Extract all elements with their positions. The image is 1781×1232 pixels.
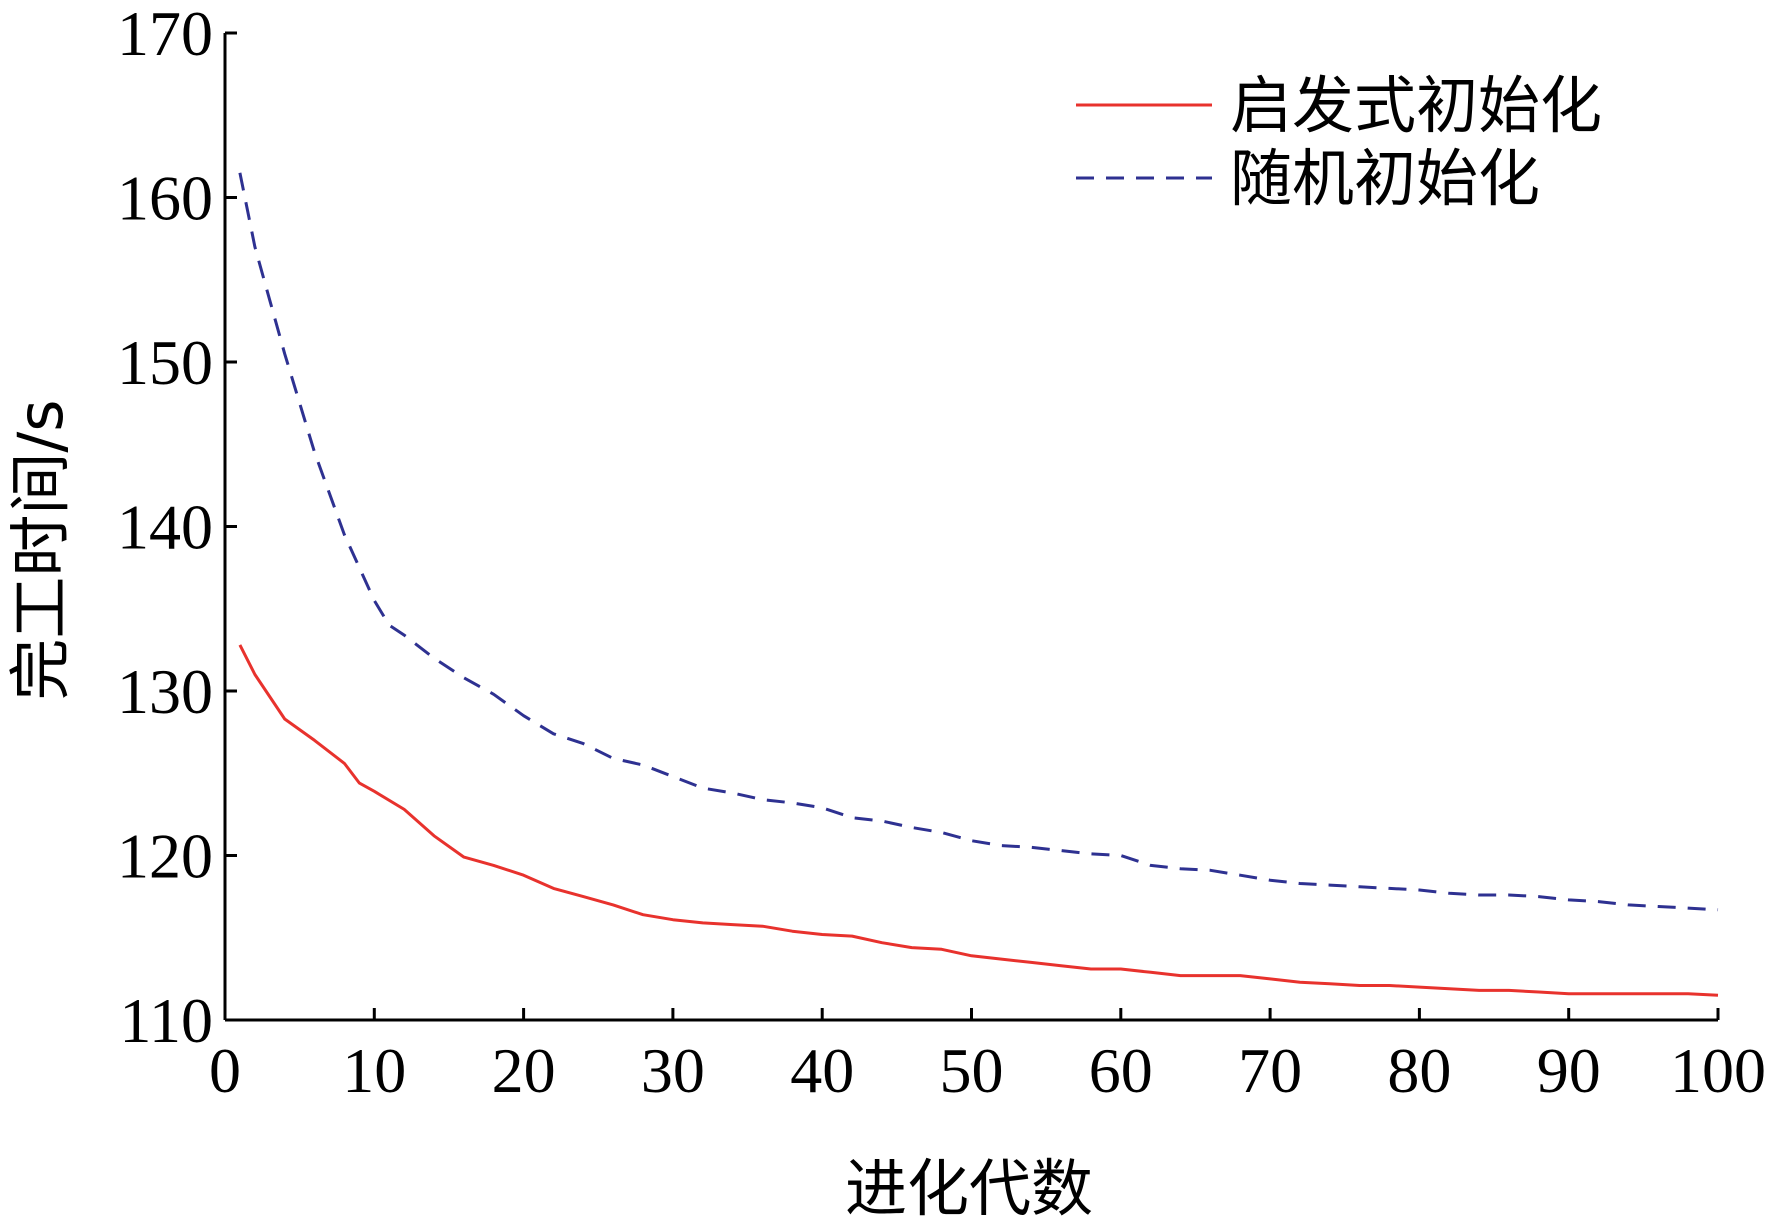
legend: 启发式初始化 随机初始化 bbox=[1076, 69, 1602, 215]
legend-label-random-init: 随机初始化 bbox=[1230, 142, 1540, 215]
x-tick-label: 10 bbox=[342, 1035, 406, 1106]
axes: 0 10 20 30 40 50 60 70 80 90 100 110 120 130 140 150 160… bbox=[117, 0, 1766, 1106]
y-tick-label: 130 bbox=[117, 656, 213, 727]
x-tick-label: 80 bbox=[1387, 1035, 1451, 1106]
y-tick-label: 160 bbox=[117, 163, 213, 234]
x-tick-label: 90 bbox=[1537, 1035, 1601, 1106]
x-tick-label: 60 bbox=[1089, 1035, 1153, 1106]
x-tick-label: 100 bbox=[1670, 1035, 1766, 1106]
series-line-heuristic-init bbox=[238, 644, 1719, 997]
x-tick-label: 20 bbox=[492, 1035, 556, 1106]
x-tick-label: 50 bbox=[940, 1035, 1004, 1106]
legend-label-heuristic-init: 启发式初始化 bbox=[1230, 69, 1602, 142]
y-tick-label: 150 bbox=[117, 327, 213, 398]
series-layer bbox=[238, 172, 1719, 997]
x-axis-title: 进化代数 bbox=[845, 1152, 1093, 1225]
y-tick-label: 170 bbox=[117, 0, 213, 69]
x-tick-label: 30 bbox=[641, 1035, 705, 1106]
y-tick-label: 120 bbox=[117, 821, 213, 892]
x-tick-label: 40 bbox=[790, 1035, 854, 1106]
y-axis-title: 完工时间/s bbox=[4, 399, 77, 700]
x-tick-label: 0 bbox=[209, 1035, 241, 1106]
y-tick-label: 110 bbox=[119, 985, 213, 1056]
y-tick-label: 140 bbox=[117, 492, 213, 563]
series-line-random-init bbox=[238, 172, 1719, 912]
x-tick-label: 70 bbox=[1238, 1035, 1302, 1106]
